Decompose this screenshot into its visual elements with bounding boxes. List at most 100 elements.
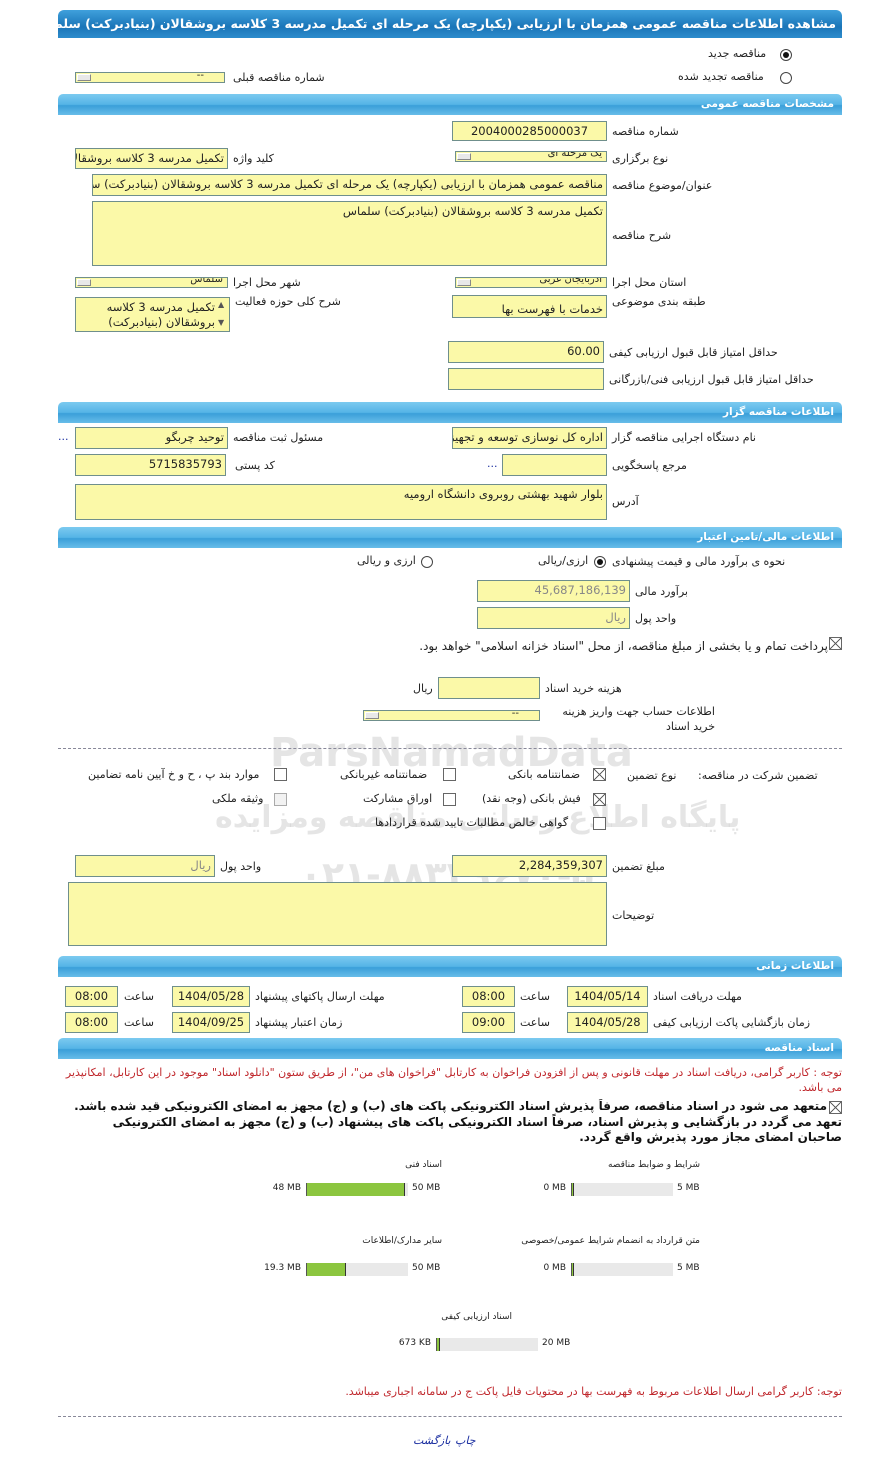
registrar-field[interactable]: توحید چربگو: [75, 427, 228, 449]
opening-time-field[interactable]: 09:00: [462, 1012, 515, 1033]
commit-checkbox[interactable]: [829, 1101, 842, 1114]
description-label: شرح مناقصه: [612, 229, 672, 242]
submit-date-field[interactable]: 1404/05/28: [172, 986, 250, 1007]
reference-field[interactable]: [502, 454, 607, 476]
dropdown-button[interactable]: [457, 279, 471, 286]
time-label: ساعت: [520, 990, 550, 1003]
radio-rial[interactable]: [594, 556, 606, 568]
treasury-text: پرداخت تمام و یا بخشی از مبلغ مناقصه، از…: [419, 639, 828, 653]
estimate-field[interactable]: 45,687,186,139: [477, 580, 630, 602]
min-quality-field[interactable]: 60.00: [448, 341, 604, 363]
file-usage-fill: [437, 1338, 441, 1351]
divider: [58, 748, 842, 749]
label-new-tender: مناقصه جدید: [708, 47, 767, 60]
file-category-label: اسناد فنی: [405, 1160, 442, 1170]
radio-currency-rial-label: ارزی و ریالی: [357, 554, 416, 567]
file-usage-bar: [571, 1183, 673, 1196]
file-used-size: 0 MB: [543, 1183, 566, 1193]
org-label: نام دستگاه اجرایی مناقصه گزار: [612, 431, 756, 444]
amount-label: مبلغ تضمین: [612, 860, 665, 873]
opening-date-field[interactable]: 1404/05/28: [567, 1012, 648, 1033]
subject-field[interactable]: مناقصه عمومی همزمان با ارزیابی (یکپارچه)…: [92, 174, 607, 196]
file-usage-fill: [572, 1183, 574, 1196]
dropdown-button[interactable]: [77, 74, 91, 81]
file-usage-bar: [306, 1183, 408, 1196]
back-link[interactable]: بازگشت: [413, 1434, 451, 1447]
file-category-label: اسناد ارزیابی کیفی: [441, 1312, 512, 1322]
guarantee-type-label: نوع تضمین: [627, 769, 677, 782]
radio-new-tender[interactable]: [780, 49, 792, 61]
min-technical-label: حداقل امتیاز قابل قبول ارزیابی فنی/بازرگ…: [609, 373, 814, 386]
checkbox-nonbank-guarantee[interactable]: [443, 768, 456, 781]
checkbox-net-claims[interactable]: [593, 817, 606, 830]
file-category-label: شرایط و ضوابط مناقصه: [607, 1160, 700, 1170]
checkbox-bank-guarantee[interactable]: [593, 768, 606, 781]
submit-label: مهلت ارسال پاکتهای پیشنهاد: [255, 990, 385, 1003]
treasury-checkbox[interactable]: [829, 637, 842, 650]
keyword-field[interactable]: تکمیل مدرسه 3 کلاسه بروشقالان: [75, 148, 228, 169]
description-field[interactable]: تکمیل مدرسه 3 کلاسه بروشقالان (بنیادبرکت…: [92, 201, 607, 266]
dropdown-button[interactable]: [457, 153, 471, 160]
tender-number-field[interactable]: 2004000285000037: [452, 121, 607, 141]
file-used-size: 48 MB: [272, 1183, 301, 1193]
label-regulation-items: موارد بند پ ، ح و خ آیین نامه تضامین: [88, 768, 260, 781]
city-label: شهر محل اجرا: [233, 276, 301, 289]
file-max-size: 5 MB: [677, 1263, 700, 1273]
documents-note: توجه : کاربر گرامی، دریافت اسناد در مهلت…: [65, 1066, 842, 1094]
dropdown-button[interactable]: [77, 279, 91, 286]
address-field[interactable]: بلوار شهید بهشتی روبروی دانشگاه ارومیه: [75, 484, 607, 520]
doc-receive-time-field[interactable]: 08:00: [462, 986, 515, 1007]
method-label: نحوه ی برآورد مالی و قیمت پیشنهادی: [612, 555, 786, 568]
label-bonds: اوراق مشارکت: [363, 792, 433, 805]
subject-label: عنوان/موضوع مناقصه: [612, 179, 713, 192]
file-max-size: 50 MB: [412, 1263, 441, 1273]
prev-number-select[interactable]: --: [75, 72, 225, 83]
postal-field[interactable]: 5715835793: [75, 454, 226, 476]
guarantee-currency-field[interactable]: ریال: [75, 855, 215, 877]
file-usage-bar: [571, 1263, 673, 1276]
checkbox-bonds[interactable]: [443, 793, 456, 806]
print-link[interactable]: چاپ: [455, 1434, 476, 1447]
activity-label: شرح کلی حوزه فعالیت: [235, 295, 341, 308]
currency-field[interactable]: ریال: [477, 607, 630, 629]
submit-time-field[interactable]: 08:00: [65, 986, 118, 1007]
reference-more-link[interactable]: ...: [487, 457, 498, 470]
notes-field[interactable]: [68, 882, 607, 946]
province-select[interactable]: آذربایجان غربی: [455, 277, 607, 288]
file-usage-fill: [307, 1183, 405, 1196]
bottom-note: توجه: کاربر گرامی ارسال اطلاعات مربوط به…: [345, 1385, 842, 1398]
checkbox-regulation-items[interactable]: [274, 768, 287, 781]
file-usage-fill: [307, 1263, 347, 1276]
org-field[interactable]: اداره کل نوسازی توسعه و تجهیز مدارس: [452, 427, 607, 449]
holding-type-select[interactable]: یک مرحله ای: [455, 151, 607, 162]
scroll-up-icon[interactable]: ▲: [218, 300, 225, 309]
checkbox-property-collateral[interactable]: [274, 793, 287, 806]
radio-renewed-tender[interactable]: [780, 72, 792, 84]
account-select[interactable]: --: [363, 710, 540, 721]
radio-rial-label: ارزی/ریالی: [538, 554, 589, 567]
doc-fee-unit: ریال: [413, 682, 433, 695]
radio-currency-rial[interactable]: [421, 556, 433, 568]
guarantee-amount-field[interactable]: 2,284,359,307: [452, 855, 607, 877]
doc-fee-field[interactable]: [438, 677, 540, 699]
registrar-more-link[interactable]: ...: [58, 430, 69, 443]
checkbox-bank-receipt[interactable]: [593, 793, 606, 806]
commit-text-2: تعهد می گردد در بازگشایی و پذیرش اسناد، …: [112, 1115, 842, 1144]
doc-receive-date-field[interactable]: 1404/05/14: [567, 986, 648, 1007]
category-field[interactable]: خدمات با فهرست بها: [452, 295, 607, 318]
scroll-down-icon[interactable]: ▼: [218, 318, 225, 327]
dropdown-button[interactable]: [365, 712, 379, 719]
category-label: طبقه بندی موضوعی: [612, 295, 706, 308]
section-documents: اسناد مناقصه: [58, 1038, 842, 1059]
file-usage-bar: [306, 1263, 408, 1276]
validity-date-field[interactable]: 1404/09/25: [172, 1012, 250, 1033]
min-technical-field[interactable]: [448, 368, 604, 390]
city-select[interactable]: سلماس: [75, 277, 228, 288]
validity-time-field[interactable]: 08:00: [65, 1012, 118, 1033]
time-label: ساعت: [520, 1016, 550, 1029]
activity-listbox[interactable]: تکمیل مدرسه 3 کلاسه بروشقالان (بنیادبرکت…: [75, 297, 230, 332]
label-nonbank-guarantee: ضمانتنامه غیربانکی: [340, 768, 428, 781]
reference-label: مرجع پاسخگویی: [612, 459, 687, 472]
file-used-size: 0 MB: [543, 1263, 566, 1273]
file-usage-fill: [572, 1263, 574, 1276]
